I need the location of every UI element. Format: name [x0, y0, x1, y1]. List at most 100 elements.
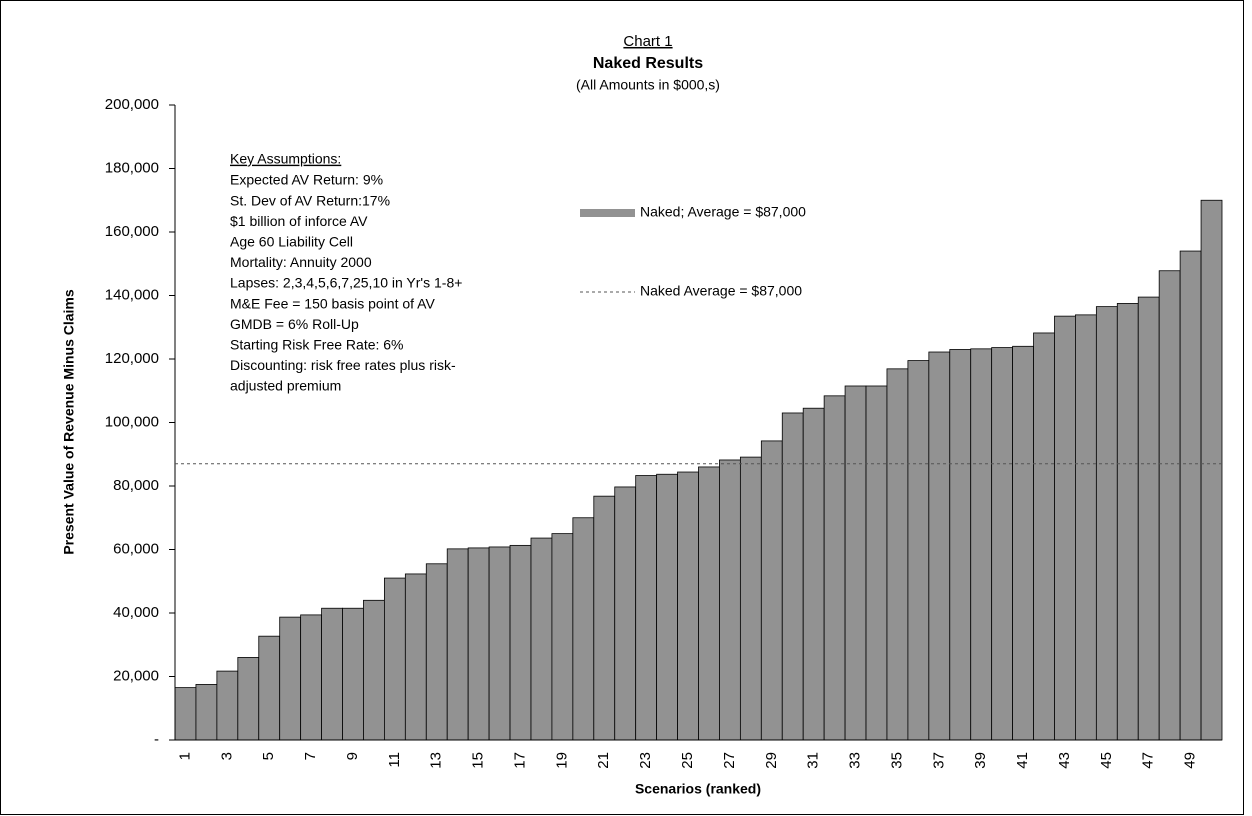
- x-tick-label: 23: [637, 752, 654, 769]
- bar: [1075, 314, 1097, 741]
- bar: [1054, 315, 1076, 741]
- y-tick-label: 60,000: [113, 540, 159, 557]
- chart-note: (All Amounts in $000,s): [576, 77, 720, 93]
- x-tick-label: 49: [1182, 752, 1199, 769]
- x-tick-label: 1: [176, 752, 193, 760]
- bar: [216, 670, 239, 741]
- bar: [237, 657, 260, 741]
- bar: [970, 348, 993, 741]
- bar: [760, 440, 783, 741]
- bar: [258, 635, 281, 741]
- y-tick-label: 140,000: [105, 286, 159, 303]
- x-tick-label: 3: [218, 752, 235, 760]
- x-tick-label: 27: [721, 752, 738, 769]
- annotation-line: Mortality: Annuity 2000: [230, 254, 372, 270]
- x-tick-label: 15: [470, 752, 487, 769]
- annotation-line: adjusted premium: [230, 378, 341, 394]
- annotation-line: M&E Fee = 150 basis point of AV: [230, 295, 435, 311]
- annotation-line: Lapses: 2,3,4,5,6,7,25,10 in Yr's 1-8+: [230, 275, 462, 291]
- x-axis-label: Scenarios (ranked): [635, 781, 761, 797]
- bar: [530, 537, 553, 741]
- x-tick-label: 5: [260, 752, 277, 760]
- y-tick-label: 80,000: [113, 477, 159, 494]
- x-tick-label: 31: [805, 752, 822, 769]
- legend-label: Naked; Average = $87,000: [640, 204, 806, 220]
- x-tick-label: 17: [511, 752, 528, 769]
- x-tick-label: 13: [428, 752, 445, 769]
- bar: [342, 607, 364, 741]
- bar: [174, 687, 197, 741]
- y-tick-label: 40,000: [113, 604, 159, 621]
- bar: [1158, 270, 1181, 741]
- bar: [195, 684, 218, 741]
- bar: [279, 616, 302, 741]
- x-tick-label: 39: [972, 752, 989, 769]
- annotation-line: Age 60 Liability Cell: [230, 234, 353, 250]
- x-tick-label: 45: [1098, 752, 1115, 769]
- x-tick-label: 11: [386, 752, 403, 768]
- annotation-line: Expected AV Return: 9%: [230, 172, 383, 188]
- chart-title: Chart 1: [623, 33, 672, 50]
- bar: [1033, 332, 1055, 741]
- bar: [823, 395, 846, 741]
- x-tick-label: 25: [679, 752, 696, 769]
- bar: [802, 407, 825, 741]
- x-tick-label: 47: [1140, 752, 1157, 769]
- annotation-title: Key Assumptions:: [230, 151, 341, 167]
- x-tick-label: 19: [553, 752, 570, 769]
- chart-subtitle: Naked Results: [593, 55, 703, 72]
- y-axis-label: Present Value of Revenue Minus Claims: [61, 289, 77, 555]
- bar: [698, 466, 720, 741]
- annotation-line: Starting Risk Free Rate: 6%: [230, 337, 404, 353]
- bar: [677, 471, 699, 741]
- annotation-line: St. Dev of AV Return:17%: [230, 192, 390, 208]
- bar: [635, 475, 658, 741]
- y-tick-label: 20,000: [113, 667, 159, 684]
- bar: [1012, 345, 1034, 741]
- bar: [991, 347, 1013, 741]
- x-tick-label: 37: [930, 752, 947, 769]
- bar: [488, 546, 511, 741]
- x-tick-label: 43: [1056, 752, 1073, 769]
- bar: [614, 486, 637, 741]
- bar: [446, 548, 469, 741]
- bar: [865, 385, 888, 741]
- bar: [509, 544, 532, 741]
- x-tick-label: 9: [344, 752, 361, 760]
- y-tick-label: 180,000: [105, 159, 159, 176]
- bar: [467, 547, 490, 741]
- bar: [1137, 296, 1160, 741]
- bar: [1116, 303, 1139, 741]
- annotation-line: Discounting: risk free rates plus risk-: [230, 357, 456, 373]
- x-tick-label: 33: [847, 752, 864, 769]
- bar: [321, 607, 343, 741]
- bar: [781, 412, 804, 741]
- x-tick-label: 41: [1014, 752, 1031, 769]
- bar: [949, 349, 972, 741]
- x-tick-label: 21: [595, 752, 612, 769]
- bar: [719, 459, 741, 741]
- bar: [1200, 199, 1223, 741]
- bar: [383, 577, 406, 741]
- annotation-line: GMDB = 6% Roll-Up: [230, 316, 359, 332]
- bar: [886, 368, 909, 741]
- bar: [844, 385, 867, 741]
- legend-label: Naked Average = $87,000: [640, 283, 802, 299]
- x-tick-label: 35: [888, 752, 905, 769]
- annotation-line: $1 billion of inforce AV: [230, 213, 368, 229]
- bar: [551, 533, 574, 741]
- y-tick-label: -: [154, 731, 159, 748]
- bar: [907, 360, 930, 741]
- bar: [1179, 250, 1202, 741]
- bar: [593, 495, 616, 741]
- bar: [928, 351, 951, 741]
- bar: [404, 573, 427, 741]
- y-tick-label: 100,000: [105, 413, 159, 430]
- bar: [572, 517, 595, 741]
- bar: [363, 599, 385, 741]
- legend-swatch: [580, 209, 635, 217]
- y-tick-label: 160,000: [105, 223, 159, 240]
- x-tick-label: 29: [763, 752, 780, 769]
- y-tick-label: 200,000: [105, 96, 159, 113]
